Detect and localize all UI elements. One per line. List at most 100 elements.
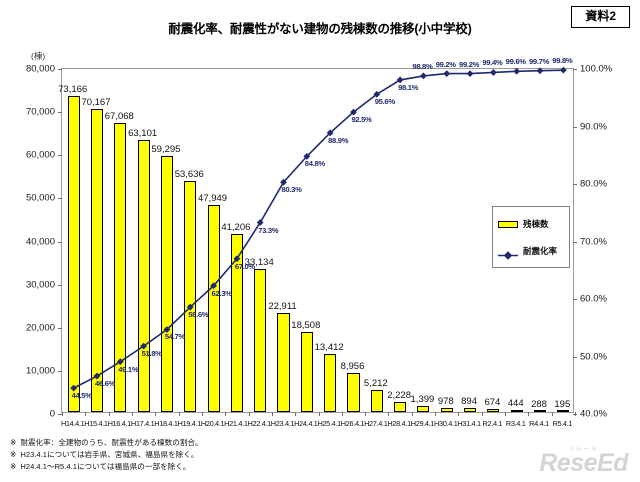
bar-value-label: 444 bbox=[507, 398, 524, 410]
footnote: ※ H23.4.1については岩手県、宮城県、福島県を除く。 bbox=[10, 449, 203, 461]
line-marker[interactable] bbox=[513, 67, 521, 75]
bar-value-label: 47,949 bbox=[198, 193, 228, 205]
bar[interactable] bbox=[160, 156, 173, 412]
bar[interactable] bbox=[557, 410, 570, 412]
x-axis-tick bbox=[435, 412, 437, 416]
x-axis-tick-label: H20.4.1 bbox=[200, 419, 225, 428]
bar[interactable] bbox=[184, 180, 197, 412]
line-value-label: 51.8% bbox=[141, 349, 162, 359]
line-value-label: 54.7% bbox=[164, 332, 185, 342]
bar[interactable] bbox=[300, 332, 313, 412]
bar[interactable] bbox=[510, 410, 523, 412]
bar[interactable] bbox=[440, 407, 453, 412]
footnote-text: H23.4.1については岩手県、宮城県、福島県を除く。 bbox=[20, 449, 199, 459]
bar-value-label: 67,068 bbox=[104, 110, 134, 122]
right-axis-tick-label: 40.0% bbox=[580, 408, 607, 420]
footnote-marker-icon: ※ bbox=[10, 461, 17, 471]
bar[interactable] bbox=[277, 313, 290, 412]
line-marker[interactable] bbox=[559, 66, 567, 74]
bar-value-label: 1,399 bbox=[410, 393, 435, 405]
line-marker[interactable] bbox=[303, 153, 311, 160]
bar[interactable] bbox=[370, 389, 383, 412]
bar-value-label: 195 bbox=[554, 399, 571, 411]
left-axis-tick-label: 0 bbox=[49, 408, 55, 420]
left-axis-tick bbox=[58, 112, 62, 114]
line-marker[interactable] bbox=[280, 178, 287, 186]
bar-value-label: 674 bbox=[484, 397, 501, 409]
bar-value-label: 894 bbox=[461, 396, 477, 408]
bar-value-label: 41,206 bbox=[221, 222, 251, 234]
x-axis-tick-label: H23.4.1 bbox=[270, 419, 295, 428]
line-marker[interactable] bbox=[420, 72, 427, 80]
line-marker[interactable] bbox=[443, 70, 451, 77]
left-axis-tick-label: 70,000 bbox=[25, 106, 55, 118]
right-axis-tick bbox=[573, 241, 577, 243]
line-marker[interactable] bbox=[163, 326, 171, 333]
bar[interactable] bbox=[254, 269, 267, 412]
x-axis-tick-label: H28.4.1 bbox=[387, 419, 411, 428]
line-marker[interactable] bbox=[186, 303, 194, 311]
x-axis-tick bbox=[225, 412, 227, 416]
page-title: 耐震化率、耐震性がない建物の残棟数の推移(小中学校) bbox=[168, 22, 472, 36]
line-marker[interactable] bbox=[210, 282, 217, 290]
line-marker[interactable] bbox=[70, 384, 78, 392]
line-value-label: 92.5% bbox=[351, 115, 372, 125]
line-value-label: 67.0% bbox=[234, 261, 255, 271]
bar-value-label: 22,911 bbox=[268, 301, 297, 313]
bar-value-label: 73,166 bbox=[58, 84, 88, 96]
left-axis-tick-label: 20,000 bbox=[25, 322, 55, 334]
bar-value-label: 2,228 bbox=[387, 390, 411, 402]
left-axis-tick bbox=[58, 155, 62, 157]
left-axis-tick bbox=[58, 327, 62, 329]
left-axis-tick bbox=[58, 414, 62, 415]
left-axis-tick bbox=[58, 284, 62, 286]
bar[interactable] bbox=[114, 122, 127, 412]
x-axis-tick bbox=[295, 412, 297, 416]
line-marker[interactable] bbox=[466, 70, 474, 77]
line-marker[interactable] bbox=[489, 69, 497, 76]
bar-value-label: 5,212 bbox=[363, 377, 388, 389]
bar[interactable] bbox=[67, 96, 80, 412]
line-marker[interactable] bbox=[350, 108, 357, 116]
bar[interactable] bbox=[230, 234, 243, 412]
x-axis-tick bbox=[341, 412, 343, 416]
x-axis-tick bbox=[108, 412, 110, 416]
left-axis-tick bbox=[58, 198, 62, 200]
line-marker[interactable] bbox=[140, 342, 148, 350]
footnote-text: H24.4.1～R5.4.1については福島県の一部を除く。 bbox=[20, 461, 191, 471]
x-axis-tick bbox=[248, 412, 250, 416]
x-axis-tick bbox=[85, 412, 87, 416]
right-axis-tick bbox=[573, 126, 577, 128]
line-marker[interactable] bbox=[116, 358, 124, 366]
x-axis-tick-label: H22.4.1 bbox=[247, 419, 271, 428]
bar-value-label: 13,412 bbox=[314, 342, 344, 354]
bar[interactable] bbox=[487, 409, 500, 412]
bar[interactable] bbox=[324, 354, 337, 412]
bar-value-label: 33,134 bbox=[244, 257, 274, 269]
x-axis-tick bbox=[271, 412, 273, 416]
line-marker[interactable] bbox=[256, 219, 264, 226]
bar[interactable] bbox=[90, 109, 104, 412]
line-value-label: 99.6% bbox=[505, 57, 526, 67]
x-axis-tick-label: H31.4.1 bbox=[457, 419, 481, 428]
x-axis-tick-label: R5.4.1 bbox=[552, 419, 573, 428]
bar[interactable] bbox=[207, 205, 220, 412]
line-marker[interactable] bbox=[536, 67, 544, 75]
right-axis-tick bbox=[573, 69, 577, 70]
x-axis-tick-label: H17.4.1 bbox=[130, 419, 155, 428]
line-value-label: 73.3% bbox=[258, 225, 279, 235]
bar[interactable] bbox=[394, 402, 407, 412]
bar-value-label: 978 bbox=[437, 395, 454, 407]
legend-item-line: 耐震化率 bbox=[498, 245, 557, 260]
bar[interactable] bbox=[347, 373, 360, 412]
line-marker[interactable] bbox=[326, 129, 334, 137]
line-value-label: 80.3% bbox=[281, 185, 302, 195]
right-axis-tick-label: 100.0% bbox=[580, 63, 613, 75]
source-badge: 資料2 bbox=[571, 6, 630, 29]
chart-plot-area: 0 10,000 20,000 30,000 40,000 50,000 60,000 70,… bbox=[26, 64, 612, 420]
watermark: リシード ReseEd bbox=[539, 447, 628, 476]
line-value-label: 46.6% bbox=[94, 379, 115, 389]
bar[interactable] bbox=[464, 408, 477, 412]
bar[interactable] bbox=[417, 405, 430, 412]
bar[interactable] bbox=[533, 410, 547, 412]
